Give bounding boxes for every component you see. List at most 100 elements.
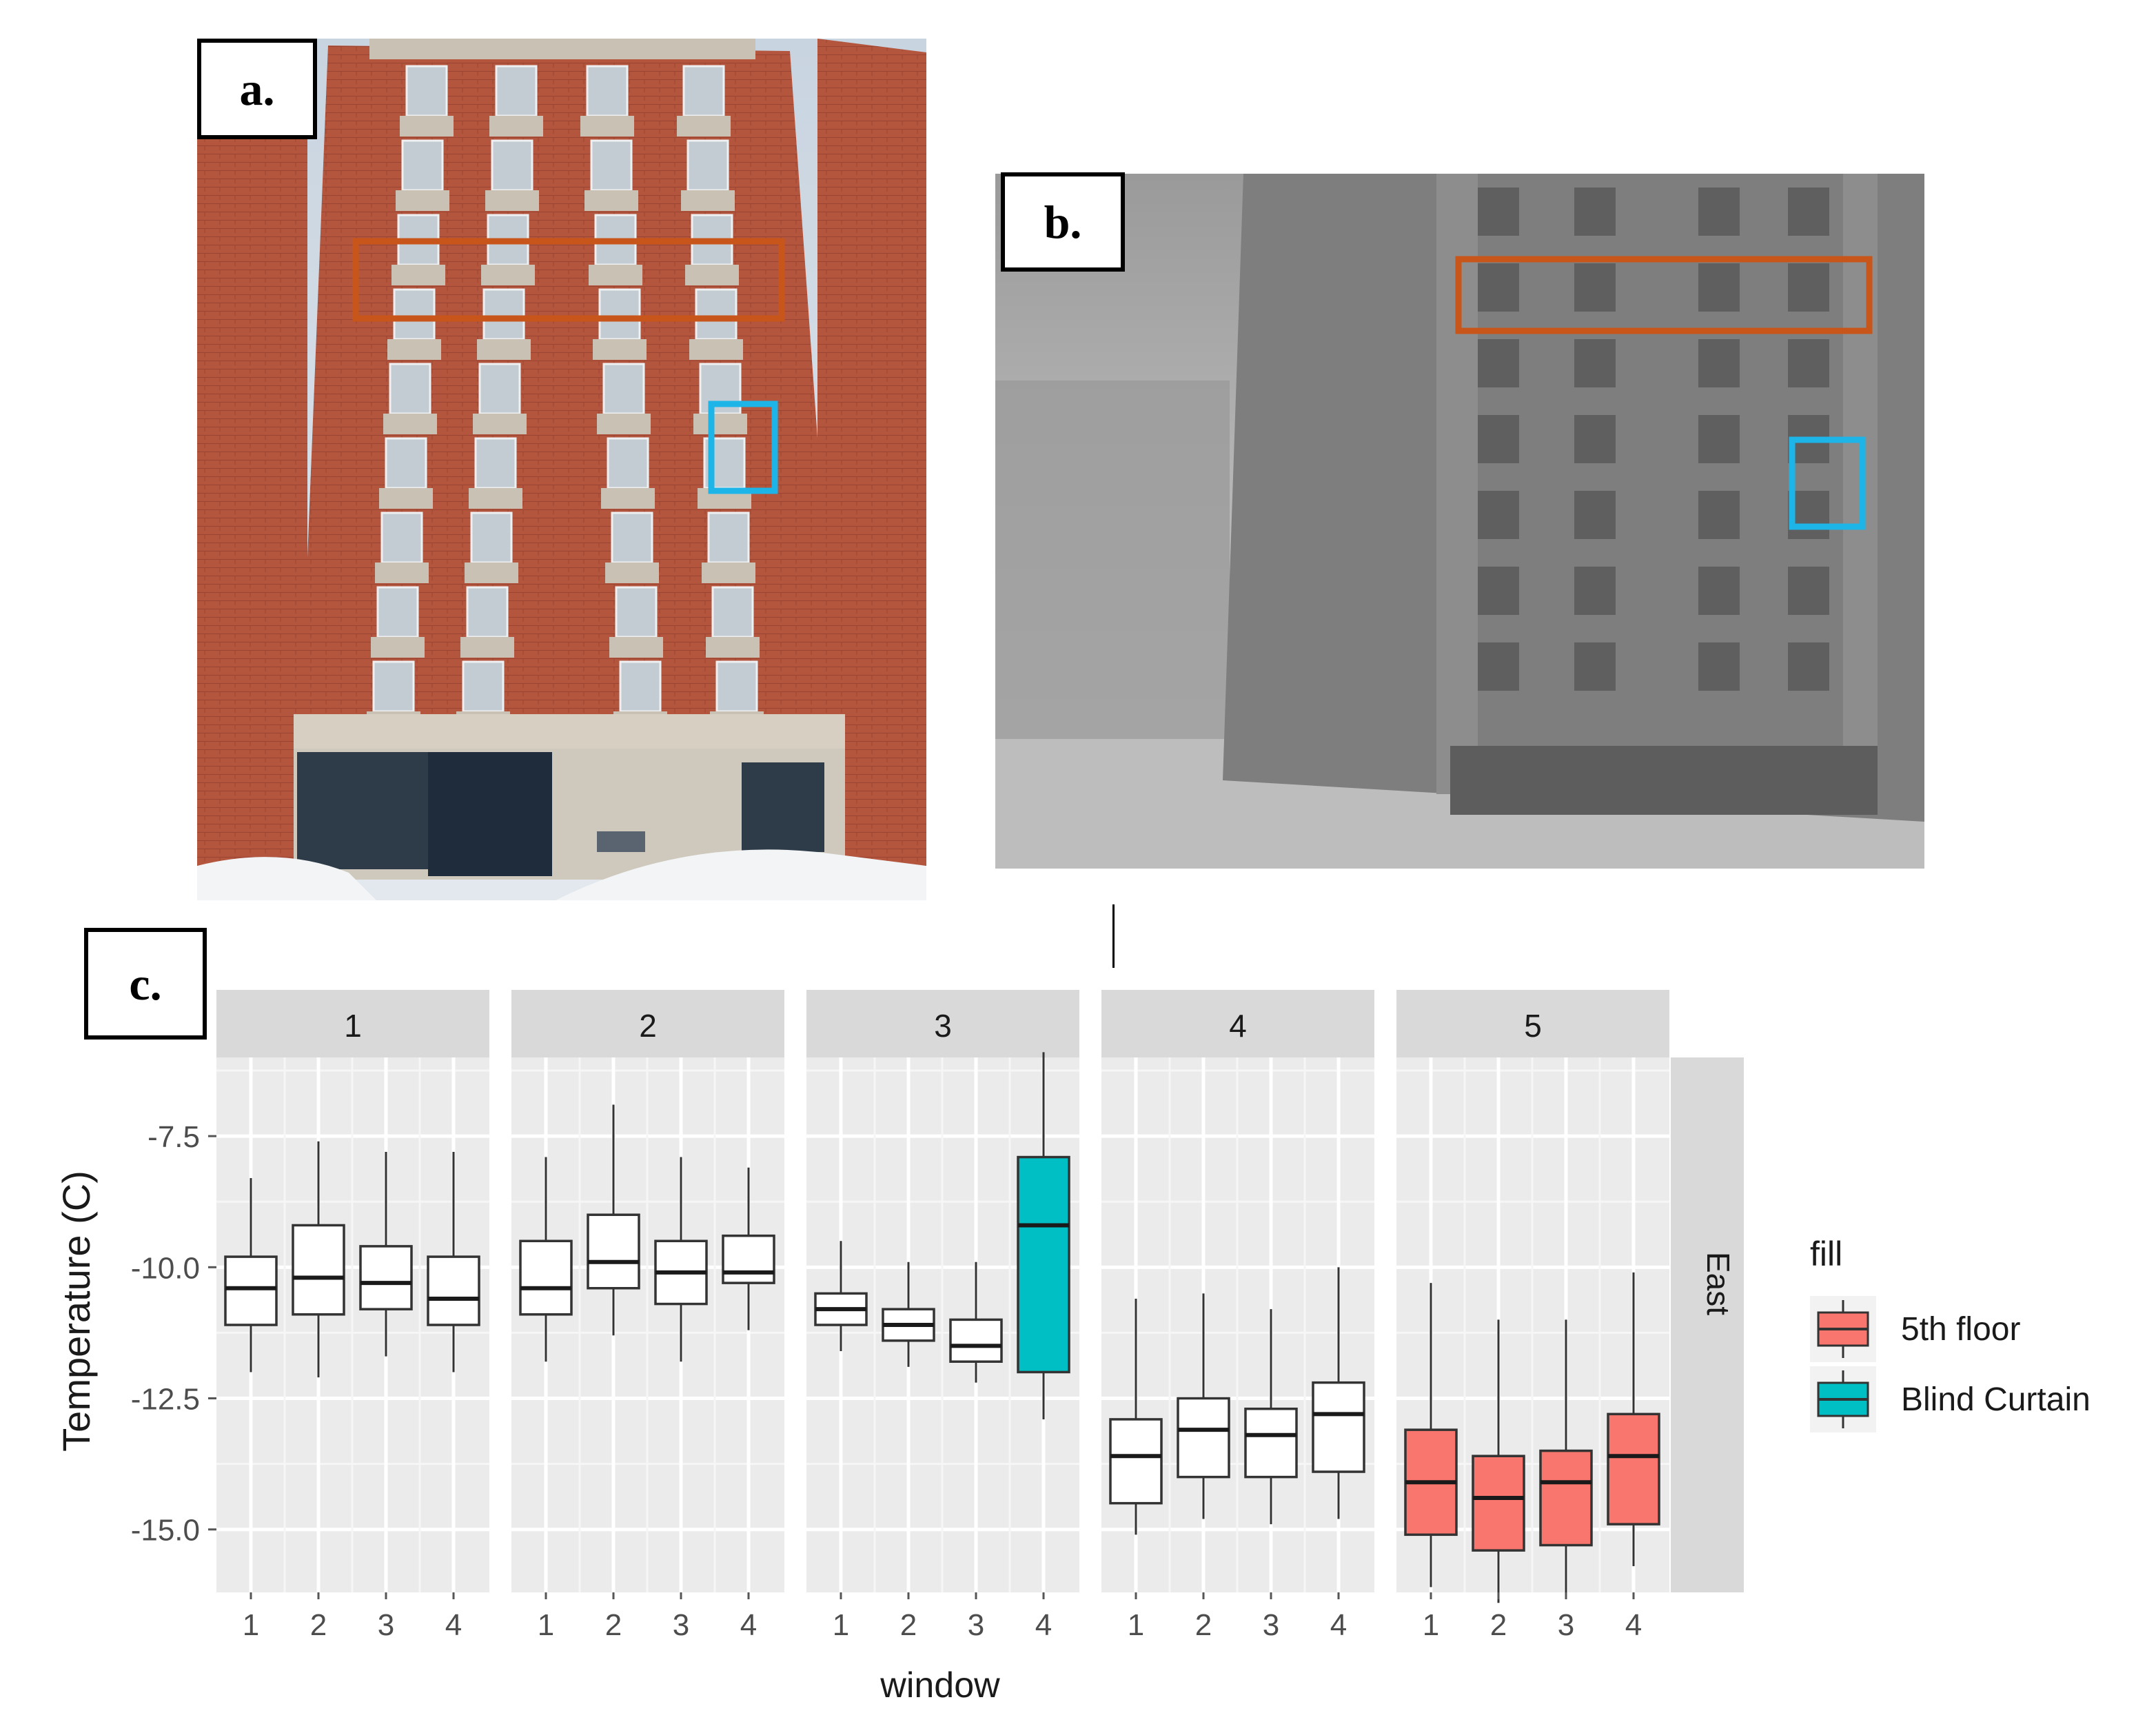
facet-strip-label: 2 <box>639 1008 657 1044</box>
roof-cap <box>369 39 755 59</box>
lobby-window <box>297 752 428 869</box>
box-body <box>292 1224 345 1316</box>
legend-entry-2: Blind Curtain <box>1810 1366 2091 1432</box>
box-body <box>1244 1407 1298 1479</box>
x-tick-label: 3 <box>968 1608 984 1642</box>
legend: fill 5th floor Blind Curtain <box>1810 1235 2091 1432</box>
x-tick-label: 1 <box>1128 1608 1144 1642</box>
window-pane <box>586 65 629 117</box>
thermal-window <box>1698 188 1740 236</box>
thermal-window <box>1478 567 1519 615</box>
window-pane <box>615 586 658 638</box>
facet-strip-label: 1 <box>344 1008 362 1044</box>
y-axis-title: Temperature (C) <box>54 1170 98 1452</box>
legend-title: fill <box>1810 1235 1842 1273</box>
box-facet1-window3 <box>359 1151 413 1357</box>
x-tick-label: 1 <box>1423 1608 1439 1642</box>
box-body <box>949 1318 1003 1364</box>
x-tick-label: 2 <box>605 1608 622 1642</box>
box-facet1-window4 <box>427 1151 480 1372</box>
panel-c-label: c. <box>84 928 207 1040</box>
box-facet5-window1 <box>1404 1283 1458 1588</box>
facet-panel-5: 5 1 2 3 4 <box>1396 990 1669 1642</box>
thermal-window <box>1478 415 1519 463</box>
window-sill <box>601 488 655 509</box>
box-body <box>359 1245 413 1310</box>
legend-label: Blind Curtain <box>1901 1381 2091 1418</box>
facet-panel-1: 1 1 2 3 4 <box>216 990 489 1642</box>
thermal-window <box>1574 263 1616 312</box>
entrance-doors <box>428 752 552 876</box>
box-facet1-window2 <box>292 1141 345 1378</box>
window-sill <box>383 414 437 434</box>
box-facet2-window4 <box>722 1167 775 1330</box>
building-photo <box>197 39 926 900</box>
facet-strip-label: 5 <box>1524 1008 1542 1044</box>
window-pane <box>715 660 758 713</box>
window-pane <box>611 511 653 564</box>
building-photo-drawing <box>197 39 926 900</box>
x-tick-label: 4 <box>740 1608 757 1642</box>
snow-right <box>556 849 926 900</box>
thermal-window <box>1788 567 1829 615</box>
x-tick-label: 3 <box>1263 1608 1279 1642</box>
x-tick-label: 4 <box>1035 1608 1052 1642</box>
facet-strip <box>216 990 489 1057</box>
facet-panel-3: 3 1 2 3 4 <box>806 990 1079 1642</box>
facet-strip-label: 3 <box>934 1008 952 1044</box>
window-sill <box>693 414 747 434</box>
box-body <box>427 1255 480 1326</box>
box-body <box>722 1234 775 1284</box>
window-sill <box>481 265 535 285</box>
right-wall <box>817 39 926 900</box>
x-tick-label: 3 <box>1558 1608 1574 1642</box>
side-window <box>742 762 824 852</box>
facet-strip <box>511 990 784 1057</box>
box-facet2-window3 <box>654 1157 708 1362</box>
window-sill <box>469 488 522 509</box>
thermal-image-drawing <box>995 174 1924 869</box>
box-body <box>1177 1397 1230 1479</box>
x-tick-label: 1 <box>538 1608 554 1642</box>
y-tick-label: -15.0 <box>131 1514 200 1548</box>
y-tick-label: -12.5 <box>131 1383 200 1417</box>
facade-windows <box>367 65 764 732</box>
box-facet3-window1 <box>814 1241 868 1352</box>
box-facet3-window3 <box>949 1261 1003 1383</box>
thermal-window <box>1574 491 1616 539</box>
window-sill <box>580 116 634 136</box>
entrance-canopy <box>294 714 845 749</box>
panel-b-label: b. <box>1001 172 1125 272</box>
x-tick-label: 2 <box>310 1608 327 1642</box>
x-tick-label: 1 <box>243 1608 259 1642</box>
x-tick-label: 4 <box>1330 1608 1347 1642</box>
window-sill <box>489 116 543 136</box>
thermal-window <box>1574 567 1616 615</box>
window-sill <box>477 339 531 360</box>
x-axis-title: window <box>879 1665 1000 1705</box>
box-body <box>1312 1381 1365 1473</box>
thermal-window <box>1574 188 1616 236</box>
window-pane <box>598 288 641 341</box>
x-tick-label: 1 <box>833 1608 849 1642</box>
separator-line <box>1112 904 1115 968</box>
window-pane <box>462 660 505 713</box>
window-sill <box>485 190 539 211</box>
thermal-ground-floor <box>1450 746 1878 815</box>
window-sill <box>677 116 731 136</box>
facet-strip <box>806 990 1079 1057</box>
window-sill <box>584 190 638 211</box>
thermal-window <box>1574 415 1616 463</box>
window-pane <box>491 139 533 192</box>
thermal-window <box>1478 642 1519 691</box>
box-facet5-window2 <box>1472 1319 1525 1603</box>
box-facet4-window4 <box>1312 1267 1365 1519</box>
x-tick-label: 2 <box>1195 1608 1212 1642</box>
window-sill <box>609 637 663 658</box>
x-tick-label: 2 <box>1490 1608 1507 1642</box>
window-pane <box>380 511 423 564</box>
box-facet2-window2 <box>587 1104 640 1336</box>
facet-strip <box>1396 990 1669 1057</box>
thermal-trees <box>995 381 1230 794</box>
